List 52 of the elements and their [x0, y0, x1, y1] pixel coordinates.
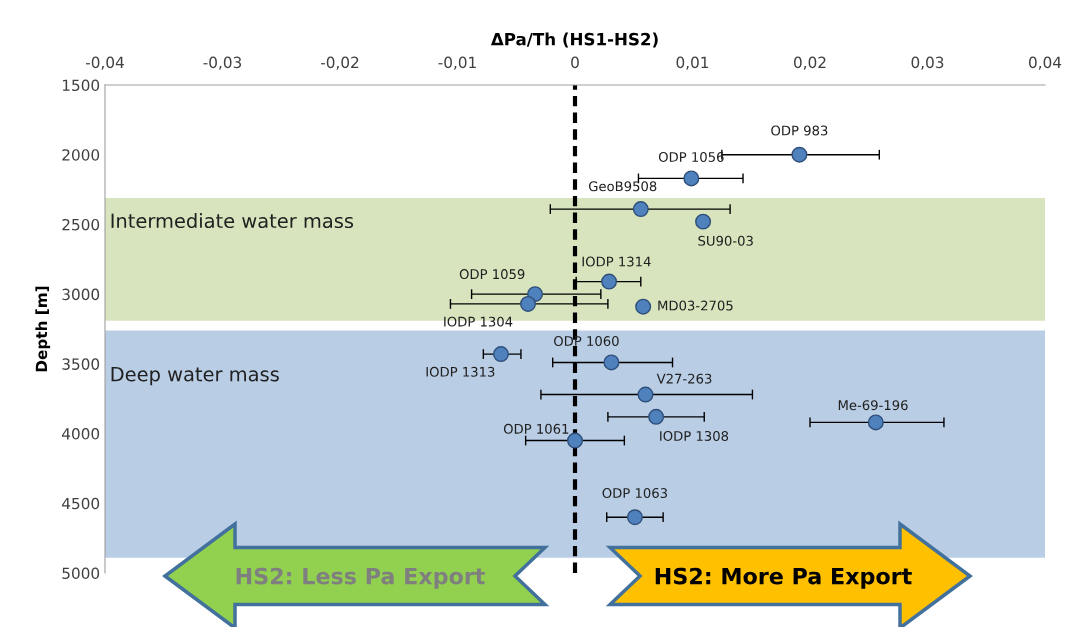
annotation: ODP 1060: [554, 336, 619, 347]
annotation: HS2: More Pa Export: [655, 567, 912, 589]
point: [567, 432, 583, 449]
y-tick-label: 3500: [62, 358, 100, 370]
point: [626, 509, 643, 526]
point: [635, 298, 652, 315]
annotation: MD03-2705: [658, 300, 733, 311]
annotation: ODP 1059: [459, 269, 525, 280]
point: [520, 295, 536, 312]
annotation: Me-69-196: [838, 400, 908, 411]
point: [791, 146, 808, 163]
y-tick-label: 5000: [62, 567, 100, 580]
x-tick-label: -0,04: [85, 56, 124, 70]
x-tick-label: 0,02: [794, 56, 826, 70]
y-tick-label: 4500: [62, 497, 100, 510]
y-tick-label: 2000: [62, 149, 100, 161]
point: [492, 346, 509, 363]
point: [695, 213, 712, 230]
y-axis-title: Depth [m]: [35, 286, 51, 372]
y-tick-label: 3000: [62, 288, 100, 301]
annotation: GeoB9508: [588, 181, 657, 192]
x-tick-label: 0: [571, 56, 579, 69]
point: [632, 201, 649, 218]
x-tick-label: -0,01: [438, 56, 476, 70]
point: [683, 170, 700, 187]
annotation: ODP 983: [771, 125, 828, 136]
x-axis-title: ΔPa/Th (HS1-HS2): [490, 32, 658, 48]
annotation: ODP 1056: [658, 151, 724, 162]
annotation: IODP 1313: [426, 366, 495, 377]
point: [867, 414, 884, 431]
annotation: IODP 1314: [582, 256, 651, 267]
annotation: V27-263: [656, 373, 712, 384]
band-label: Deep water mass: [111, 367, 279, 386]
x-tick-label: -0,02: [320, 56, 359, 70]
x-tick-label: 0,01: [676, 56, 709, 70]
x-tick-label: -0,03: [203, 56, 242, 70]
point: [601, 273, 618, 290]
annotation: ODP 1063: [602, 488, 668, 499]
y-tick-label: 2500: [62, 218, 100, 231]
point: [637, 386, 654, 403]
annotation: IODP 1304: [444, 316, 513, 327]
annotation: SU90-03: [698, 235, 753, 246]
annotation: HS2: Less Pa Export: [236, 567, 485, 589]
x-tick-label: 0,04: [1029, 56, 1062, 70]
point: [603, 354, 620, 371]
point: [648, 408, 665, 425]
annotation: ODP 1061: [503, 423, 569, 434]
band-label: Intermediate water mass: [111, 213, 354, 229]
x-tick-label: 0,03: [911, 56, 944, 70]
annotation: IODP 1308: [660, 430, 729, 441]
y-tick-label: 1500: [62, 79, 100, 92]
y-tick-label: 4000: [62, 428, 100, 440]
